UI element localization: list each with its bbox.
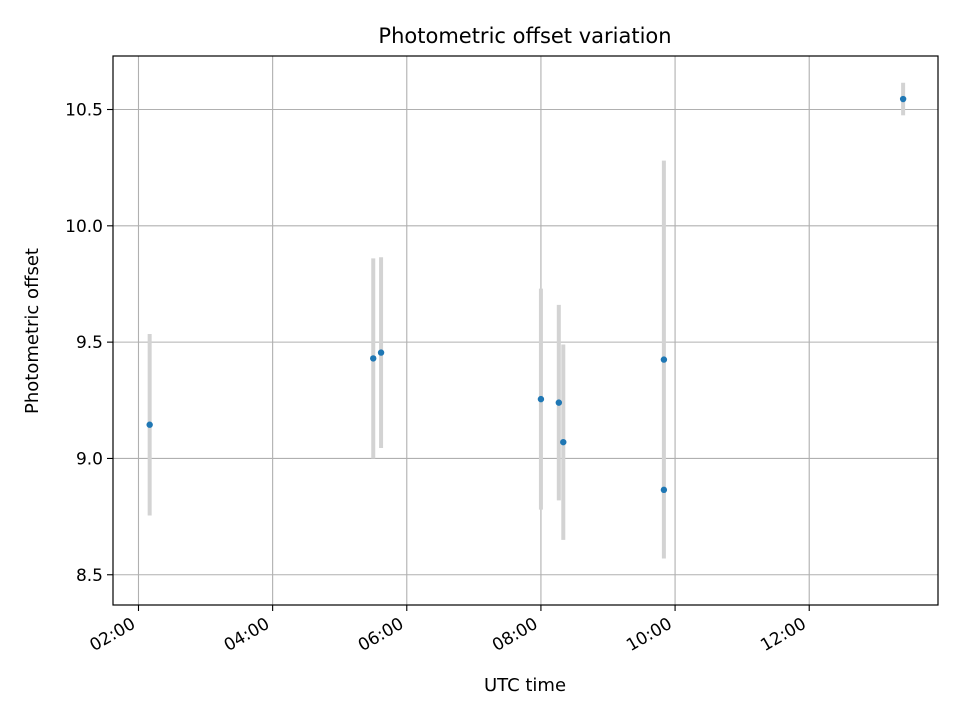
y-axis-ticks: 8.5 9.0 9.5 10.0 10.5 bbox=[65, 101, 113, 586]
data-point bbox=[377, 349, 385, 356]
y-tick-label: 10.0 bbox=[65, 217, 103, 237]
data-point bbox=[560, 438, 567, 446]
y-tick-label: 8.5 bbox=[76, 566, 103, 586]
y-axis-label: Photometric offset bbox=[22, 248, 43, 414]
x-axis-label: UTC time bbox=[484, 675, 566, 696]
data-point bbox=[555, 399, 563, 406]
data-point bbox=[146, 421, 153, 428]
plot-frame bbox=[112, 55, 939, 606]
data-points bbox=[146, 95, 907, 494]
y-tick-label: 9.0 bbox=[76, 449, 103, 469]
y-tick-label: 10.5 bbox=[65, 101, 103, 121]
grid bbox=[113, 56, 938, 605]
data-point bbox=[660, 486, 668, 494]
chart-title: Photometric offset variation bbox=[378, 24, 671, 48]
data-point bbox=[370, 355, 377, 362]
y-tick-label: 9.5 bbox=[76, 333, 103, 353]
data-point bbox=[899, 95, 907, 103]
data-point bbox=[660, 356, 668, 363]
data-point bbox=[537, 395, 545, 403]
